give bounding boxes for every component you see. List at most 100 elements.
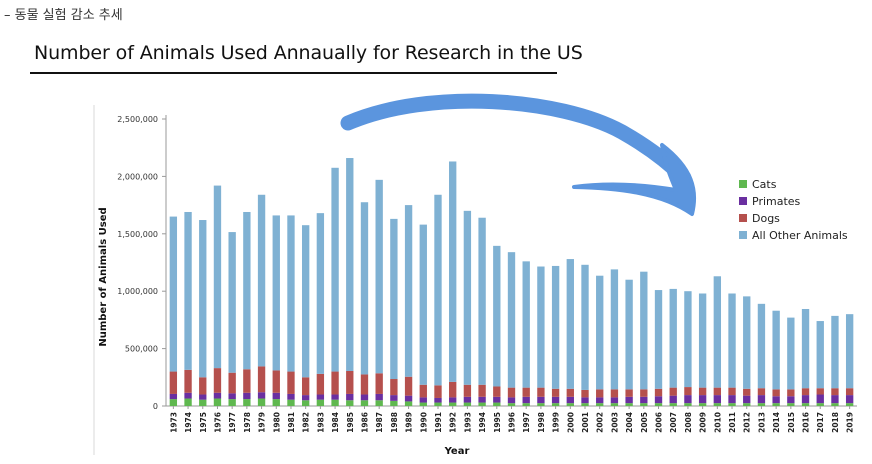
bar-dogs-2013: [757, 388, 766, 396]
bar-dogs-1998: [537, 387, 545, 397]
bar-dogs-1988: [390, 379, 398, 396]
bar-cats-1997: [522, 403, 530, 406]
bar-dogs-2000: [566, 388, 574, 397]
bar-primates-2013: [757, 395, 766, 404]
x-tick-label: 1998: [537, 412, 546, 433]
bar-all-other-animals-1998: [537, 266, 545, 388]
bar-cats-1975: [199, 399, 207, 406]
y-tick-label: 500,000: [125, 345, 158, 354]
chart-title: Number of Animals Used Annaually for Res…: [34, 42, 583, 64]
x-tick-label: 1974: [184, 412, 193, 433]
bar-dogs-2011: [728, 387, 736, 396]
arrow-head: [572, 143, 697, 216]
x-tick-label: 1976: [213, 412, 222, 433]
bar-primates-2008: [684, 395, 692, 404]
y-tick-label: 2,000,000: [117, 172, 158, 181]
x-tick-label: 2010: [713, 412, 722, 433]
bar-cats-2003: [610, 403, 619, 406]
bar-dogs-1992: [449, 381, 457, 398]
legend-swatch-cats: [739, 180, 747, 188]
bar-primates-1989: [404, 395, 413, 402]
x-tick-label: 1991: [434, 412, 443, 433]
bar-primates-2007: [669, 395, 677, 404]
bar-dogs-1975: [199, 377, 207, 395]
bar-cats-1985: [346, 400, 354, 406]
bar-dogs-1986: [360, 374, 369, 395]
legend-label-cats: Cats: [752, 178, 777, 191]
bar-all-other-animals-2002: [596, 275, 604, 390]
x-tick-label: 2013: [757, 412, 766, 433]
bar-primates-2000: [566, 396, 574, 404]
bar-dogs-2014: [772, 389, 780, 397]
legend: Cats Primates Dogs All Other Animals: [739, 178, 848, 242]
bar-cats-2019: [845, 403, 854, 406]
bar-cats-1995: [493, 402, 501, 406]
legend-label-other: All Other Animals: [752, 229, 848, 242]
bar-dogs-2012: [743, 388, 751, 396]
bar-cats-1989: [404, 401, 413, 406]
bar-primates-2018: [831, 395, 839, 404]
x-tick-label: 1994: [478, 412, 487, 433]
x-tick-label: 1977: [228, 412, 237, 433]
x-tick-label: 1990: [419, 412, 428, 433]
bar-dogs-1985: [346, 370, 354, 394]
bar-all-other-animals-1977: [228, 232, 236, 373]
x-tick-label: 1993: [463, 412, 472, 433]
bar-cats-2009: [698, 403, 707, 406]
bar-all-other-animals-1988: [390, 218, 398, 380]
bar-cats-1981: [287, 399, 295, 406]
x-tick-label: 1979: [258, 412, 267, 433]
bar-all-other-animals-2019: [845, 314, 854, 389]
bar-all-other-animals-2005: [640, 271, 648, 390]
bar-primates-1991: [434, 397, 442, 403]
x-tick-label: 2014: [772, 412, 781, 433]
x-tick-label: 1996: [508, 412, 517, 433]
arrow-shaft: [340, 93, 692, 186]
bar-dogs-1977: [228, 372, 236, 394]
bar-cats-2000: [566, 403, 574, 406]
x-tick-label: 2000: [566, 412, 575, 433]
bar-all-other-animals-2004: [625, 279, 633, 390]
bar-dogs-2001: [581, 389, 589, 398]
x-tick-label: 2016: [802, 412, 811, 433]
bar-primates-1986: [360, 394, 369, 401]
bar-cats-2017: [816, 403, 824, 406]
x-tick-label: 2017: [816, 412, 825, 433]
bar-all-other-animals-1981: [287, 215, 295, 372]
bar-all-other-animals-2011: [728, 293, 736, 388]
bar-dogs-2008: [684, 387, 692, 396]
bar-dogs-1974: [184, 369, 192, 393]
bar-primates-1999: [551, 396, 560, 404]
bar-primates-1983: [316, 394, 325, 400]
bar-dogs-2005: [640, 389, 648, 397]
bar-cats-2004: [625, 403, 633, 406]
bar-all-other-animals-2001: [581, 264, 589, 390]
bar-all-other-animals-1980: [272, 215, 280, 371]
x-tick-label: 2018: [831, 412, 840, 433]
x-tick-label: 2011: [728, 412, 737, 433]
bar-primates-2014: [772, 396, 780, 404]
bar-cats-1992: [449, 402, 457, 406]
bar-primates-1984: [331, 394, 339, 400]
bar-cats-1993: [463, 402, 472, 406]
x-tick-label: 1981: [287, 412, 296, 433]
bar-cats-1996: [507, 403, 516, 406]
bar-primates-1995: [493, 396, 501, 403]
bar-primates-2001: [581, 397, 589, 404]
bar-all-other-animals-1985: [346, 158, 354, 371]
bar-cats-1976: [213, 398, 222, 406]
bar-primates-2012: [743, 395, 751, 404]
x-tick-label: 1986: [360, 412, 369, 433]
bar-dogs-1995: [493, 386, 501, 397]
bar-all-other-animals-1989: [404, 205, 413, 377]
bar-all-other-animals-2015: [787, 317, 795, 390]
bar-dogs-2006: [654, 388, 663, 397]
bar-dogs-1987: [375, 373, 383, 394]
bar-dogs-1982: [301, 377, 310, 396]
x-tick-label: 2012: [743, 412, 752, 433]
bar-dogs-1981: [287, 371, 295, 394]
bar-all-other-animals-1973: [169, 216, 178, 372]
bar-dogs-1997: [522, 387, 530, 397]
bar-cats-2006: [654, 403, 663, 406]
bar-primates-2006: [654, 396, 663, 404]
